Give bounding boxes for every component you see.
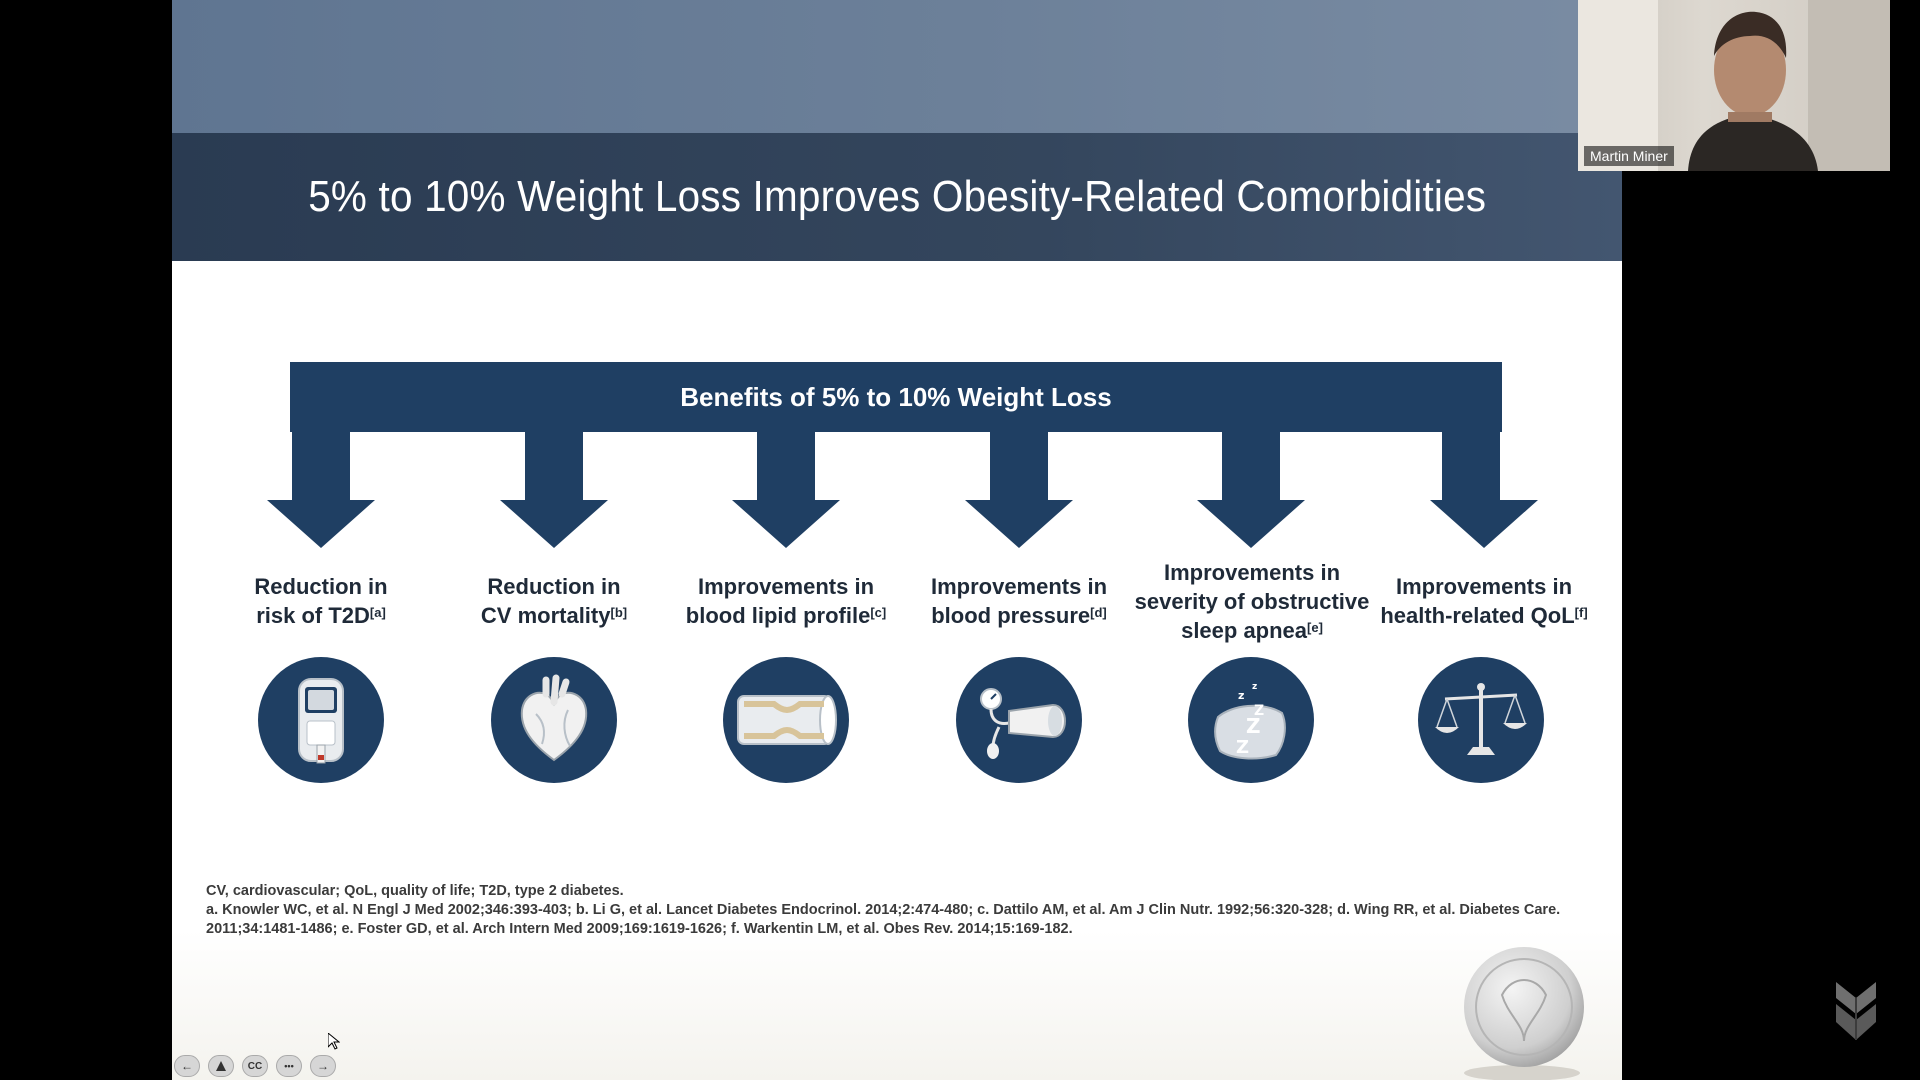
presenter-video-icon [1578, 0, 1890, 171]
svg-text:z: z [1252, 682, 1257, 692]
brand-chevron-logo [1836, 982, 1876, 1040]
arrow-4 [965, 430, 1073, 548]
svg-text:z: z [1238, 689, 1244, 702]
player-controls: ← CC ••• → [174, 1055, 336, 1079]
mouse-cursor-icon [328, 1033, 340, 1050]
title-band: 5% to 10% Weight Loss Improves Obesity-R… [172, 133, 1622, 261]
benefit-label-t2d: Reduction in risk of T2D[a] [254, 574, 388, 628]
blood-pressure-cuff-icon [956, 657, 1082, 783]
benefit-label-sleep-apnea: Improvements in severity of obstructive … [1134, 560, 1370, 643]
scales-icon [1418, 657, 1544, 783]
svg-text:Z: Z [1254, 703, 1264, 719]
bracket-title: Benefits of 5% to 10% Weight Loss [680, 381, 1112, 412]
footnote-references: a. Knowler WC, et al. N Engl J Med 2002;… [206, 902, 1561, 937]
heart-icon [491, 657, 617, 783]
arrow-2 [500, 430, 608, 548]
previous-slide-button[interactable]: ← [174, 1055, 200, 1077]
princeton-seal-logo [1464, 947, 1584, 1080]
svg-text:Z: Z [1236, 737, 1249, 758]
footnotes: CV, cardiovascular; QoL, quality of life… [206, 882, 1606, 939]
footnote-abbreviations: CV, cardiovascular; QoL, quality of life… [206, 883, 624, 899]
arrow-1 [267, 430, 375, 548]
arrow-6 [1430, 430, 1538, 548]
bracket-bar [290, 362, 1502, 432]
presentation-slide: 5% to 10% Weight Loss Improves Obesity-R… [172, 0, 1622, 1080]
arrow-5 [1197, 430, 1305, 548]
pointer-icon [216, 1061, 226, 1071]
closed-captions-button[interactable]: CC [242, 1055, 268, 1077]
webcam-video-tile[interactable]: Martin Miner [1578, 0, 1890, 171]
artery-icon [723, 657, 849, 783]
more-options-button[interactable]: ••• [276, 1055, 302, 1077]
svg-text:Z: Z [1246, 714, 1261, 738]
benefits-bracket-diagram [267, 362, 1538, 548]
sleep-pillow-icon: Z Z Z z z [1188, 657, 1314, 783]
glucose-meter-icon [258, 657, 384, 783]
benefit-label-qol: Improvements in health-related QoL[f] [1380, 574, 1588, 628]
slide-top-band [172, 0, 1622, 133]
next-slide-button[interactable]: → [310, 1055, 336, 1077]
arrow-3 [732, 430, 840, 548]
benefit-label-lipid: Improvements in blood lipid profile[c] [685, 574, 887, 628]
benefit-label-blood-pressure: Improvements in blood pressure[d] [930, 574, 1108, 628]
benefit-label-cv-mortality: Reduction in CV mortality[b] [480, 574, 628, 628]
participant-name: Martin Miner [1584, 146, 1674, 166]
slide-lower-background [172, 930, 1622, 1080]
slide-title: 5% to 10% Weight Loss Improves Obesity-R… [307, 172, 1486, 221]
pointer-tool-button[interactable] [208, 1055, 234, 1077]
